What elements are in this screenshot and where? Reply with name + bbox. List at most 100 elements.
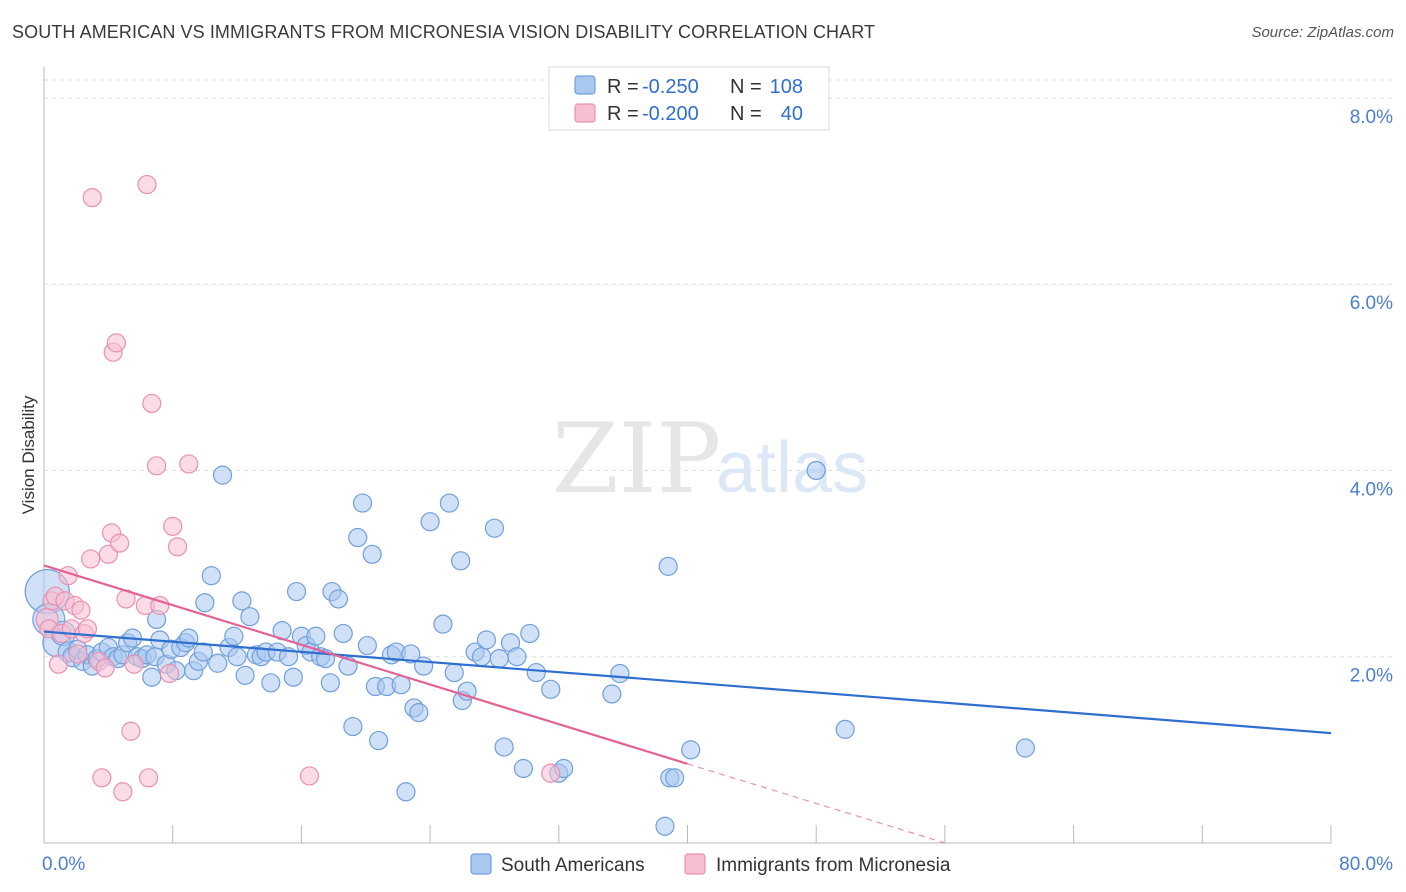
point-micronesia [95,658,115,678]
point-south-american [306,626,326,646]
point-south-american [328,589,349,609]
point-south-american [201,566,221,586]
series-micronesia [35,174,561,802]
point-south-american [240,607,260,627]
point-micronesia [179,454,199,474]
point-south-american [409,703,429,723]
legend-swatch-pink [574,103,596,123]
point-south-american [396,782,416,802]
point-micronesia [81,549,101,569]
point-south-american [476,630,497,650]
point-south-american [261,673,281,693]
point-micronesia [150,595,170,616]
watermark-zip: ZIP [552,403,721,515]
legend-box [548,66,830,131]
legend-r-label-pink: R = [607,103,639,125]
point-micronesia [124,654,144,674]
point-south-american [494,737,514,757]
axes [43,67,1332,844]
bottom-legend-swatch-pink [684,853,706,875]
point-south-american [484,518,505,538]
legend-swatch-blue [574,75,596,95]
point-south-american [507,647,527,667]
point-micronesia [137,174,157,195]
point-south-american [362,544,382,564]
point-south-american [369,730,389,751]
point-south-american [655,816,675,836]
point-south-american [212,465,233,485]
point-micronesia [82,187,102,208]
point-micronesia [92,768,112,788]
point-micronesia [68,644,88,664]
point-micronesia [299,766,320,786]
point-south-american [665,768,685,788]
point-south-american [420,512,440,532]
point-south-american [320,673,340,693]
legend-r-value-pink: -0.200 [642,103,699,125]
legend: R = -0.250 N = 108 R = -0.200 N = 40 [548,66,830,131]
point-south-american [541,679,561,699]
point-south-american [414,656,434,676]
point-south-american [227,647,247,667]
watermark-atlas: atlas [716,428,868,508]
point-south-american [658,556,678,576]
point-south-american [520,623,540,644]
point-south-american [457,681,477,701]
point-south-american [439,493,460,513]
point-south-american [208,653,228,673]
point-micronesia [121,721,141,741]
x-tick-label-max: 80.0% [1339,854,1393,875]
point-micronesia [77,619,98,639]
point-south-american [401,644,421,664]
chart-title: SOUTH AMERICAN VS IMMIGRANTS FROM MICRON… [12,22,876,42]
point-south-american [1015,738,1035,758]
point-south-american [471,647,492,667]
legend-n-value-blue: 108 [770,76,803,98]
point-south-american [283,667,303,687]
point-south-american [610,663,630,684]
trend-line-micronesia [43,564,688,765]
legend-n-label-blue: N = [730,76,762,98]
point-south-american [444,662,464,683]
point-micronesia [163,516,183,536]
point-micronesia [113,782,133,802]
bottom-legend: South Americans Immigrants from Micrones… [470,853,951,876]
point-south-american [195,593,215,613]
trend-line-micronesia-extension [687,763,946,844]
y-tick-label: 2.0% [1350,666,1393,687]
bottom-legend-swatch-blue [470,853,492,875]
point-south-american [348,527,368,548]
legend-n-label-pink: N = [730,103,762,125]
trend-line-south-americans [43,630,1332,735]
point-micronesia [106,333,126,353]
point-micronesia [159,663,180,684]
point-south-american [286,581,307,602]
point-south-american [357,635,377,656]
point-micronesia [48,654,69,674]
chart-source: Source: ZipAtlas.com [1251,24,1394,41]
point-south-american [602,684,622,704]
bottom-legend-label-blue: South Americans [501,855,645,876]
legend-r-label-blue: R = [607,76,639,98]
bottom-legend-label-pink: Immigrants from Micronesia [716,855,951,876]
point-south-american [224,626,244,646]
point-south-american [489,648,509,669]
point-south-american [806,460,826,481]
grid-lines [44,79,1393,658]
point-south-american [835,719,855,739]
point-south-american [433,614,453,634]
legend-n-value-pink: 40 [781,103,803,125]
point-south-american [235,665,255,685]
point-micronesia [541,763,561,783]
point-micronesia [147,456,167,476]
y-tick-label: 8.0% [1350,107,1393,128]
series-south-americans [24,460,1035,836]
point-micronesia [71,600,91,620]
point-south-american [513,758,534,779]
y-tick-label: 4.0% [1350,479,1393,500]
point-micronesia [138,768,159,788]
point-micronesia [167,537,188,557]
point-micronesia [142,393,162,414]
y-axis-label: Vision Disability [19,395,38,514]
